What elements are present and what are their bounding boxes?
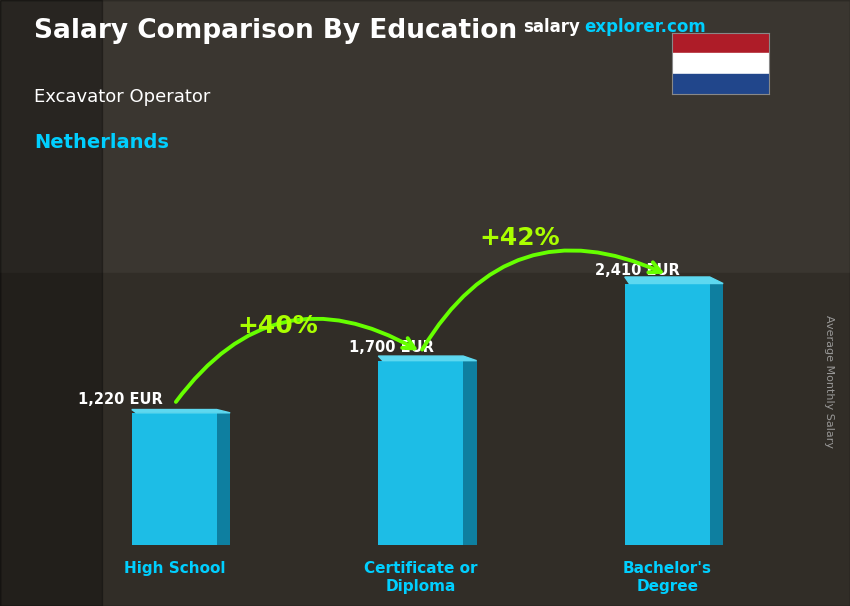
Text: +40%: +40% <box>237 314 318 338</box>
Bar <box>217 413 230 545</box>
Text: explorer.com: explorer.com <box>584 18 706 36</box>
Bar <box>0 0 102 606</box>
Text: +42%: +42% <box>479 226 559 250</box>
Bar <box>625 284 710 545</box>
Bar <box>672 53 769 74</box>
Text: 1,220 EUR: 1,220 EUR <box>77 393 162 407</box>
Bar <box>132 413 217 545</box>
Text: 2,410 EUR: 2,410 EUR <box>595 263 680 278</box>
Text: Netherlands: Netherlands <box>34 133 169 152</box>
Text: salary: salary <box>523 18 580 36</box>
Polygon shape <box>625 277 723 284</box>
Bar <box>672 33 769 53</box>
Text: Average Monthly Salary: Average Monthly Salary <box>824 315 834 448</box>
Polygon shape <box>132 410 230 413</box>
Text: 1,700 EUR: 1,700 EUR <box>348 340 434 355</box>
Bar <box>672 74 769 94</box>
Text: Salary Comparison By Education: Salary Comparison By Education <box>34 18 517 44</box>
Bar <box>463 361 477 545</box>
Polygon shape <box>378 356 477 361</box>
Bar <box>0 273 850 606</box>
Bar <box>378 361 463 545</box>
Bar <box>0 0 850 273</box>
Text: Excavator Operator: Excavator Operator <box>34 88 210 106</box>
Bar <box>710 284 723 545</box>
